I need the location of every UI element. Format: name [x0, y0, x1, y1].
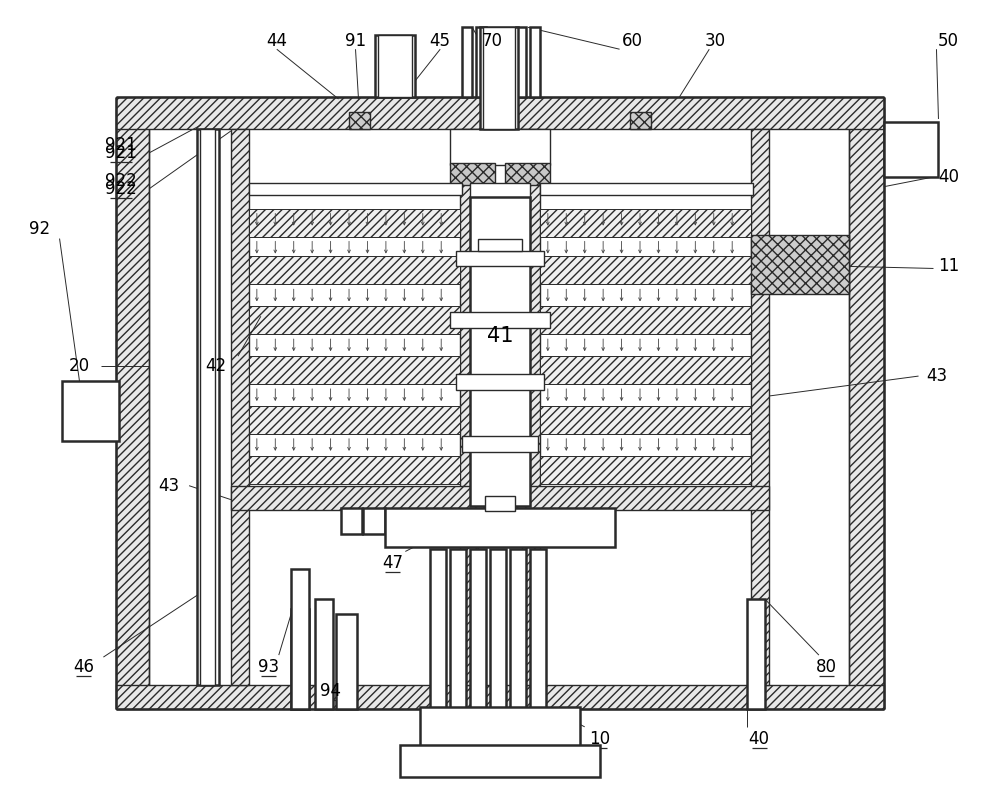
Bar: [315, 599, 333, 709]
Bar: [450, 312, 550, 328]
Bar: [540, 456, 751, 484]
Bar: [483, 27, 515, 129]
Bar: [363, 508, 385, 533]
Bar: [249, 406, 460, 434]
Bar: [849, 109, 884, 709]
Bar: [540, 356, 751, 384]
Bar: [456, 374, 544, 390]
Bar: [530, 27, 540, 97]
Text: 94: 94: [320, 682, 341, 700]
Bar: [751, 129, 769, 685]
Bar: [630, 112, 651, 129]
Bar: [530, 549, 546, 709]
Text: 46: 46: [73, 658, 94, 676]
Text: 40: 40: [938, 168, 959, 185]
Bar: [751, 235, 849, 295]
Bar: [116, 97, 884, 129]
Text: 922: 922: [105, 172, 137, 189]
Bar: [450, 163, 495, 185]
Text: 922: 922: [105, 180, 137, 197]
Text: 80: 80: [816, 658, 837, 676]
Bar: [341, 508, 362, 533]
Bar: [249, 306, 460, 334]
Text: 43: 43: [159, 477, 180, 494]
Bar: [480, 27, 518, 129]
Text: 60: 60: [622, 33, 643, 50]
Bar: [478, 239, 522, 251]
Text: 50: 50: [938, 33, 959, 50]
Bar: [249, 256, 460, 284]
Bar: [349, 112, 370, 129]
Bar: [62, 381, 119, 441]
Bar: [540, 183, 753, 195]
Bar: [540, 406, 751, 434]
Bar: [540, 306, 751, 334]
Bar: [450, 129, 550, 165]
Bar: [516, 27, 526, 97]
Bar: [231, 129, 249, 685]
Bar: [197, 129, 219, 685]
Bar: [490, 549, 506, 709]
Text: 20: 20: [69, 357, 90, 375]
Text: 40: 40: [749, 730, 770, 747]
Bar: [400, 745, 600, 777]
Text: 30: 30: [705, 33, 726, 50]
Bar: [505, 163, 550, 185]
Bar: [456, 251, 544, 267]
Bar: [378, 35, 412, 97]
Text: 70: 70: [482, 33, 503, 50]
Bar: [249, 356, 460, 384]
Bar: [522, 129, 540, 685]
Bar: [231, 486, 769, 509]
Bar: [291, 609, 309, 709]
Text: 93: 93: [258, 658, 279, 676]
Bar: [249, 209, 460, 236]
Bar: [510, 549, 526, 709]
Text: 45: 45: [430, 33, 451, 50]
Bar: [540, 209, 751, 236]
Bar: [747, 599, 765, 709]
Text: 41: 41: [487, 326, 513, 346]
Text: 47: 47: [382, 555, 403, 572]
Bar: [460, 129, 478, 685]
Bar: [540, 256, 751, 284]
Bar: [200, 129, 215, 685]
Bar: [336, 615, 357, 709]
Text: 11: 11: [938, 257, 959, 275]
Text: 42: 42: [205, 357, 227, 375]
Bar: [884, 122, 938, 177]
Bar: [420, 707, 580, 747]
Text: 92: 92: [29, 220, 50, 237]
Bar: [470, 183, 530, 207]
Bar: [249, 456, 460, 484]
Bar: [116, 109, 149, 709]
Text: 10: 10: [589, 730, 610, 747]
Text: 921: 921: [105, 136, 137, 154]
Text: 921: 921: [105, 144, 137, 162]
Text: 44: 44: [266, 33, 287, 50]
Text: 91: 91: [345, 33, 366, 50]
Bar: [249, 183, 462, 195]
Bar: [476, 27, 486, 97]
Bar: [291, 569, 309, 709]
Bar: [470, 197, 530, 505]
Bar: [450, 549, 466, 709]
Bar: [485, 496, 515, 510]
Bar: [462, 27, 472, 97]
Bar: [430, 549, 446, 709]
Bar: [375, 35, 415, 97]
Bar: [385, 508, 615, 548]
Text: 43: 43: [926, 367, 947, 385]
Bar: [470, 549, 486, 709]
Bar: [462, 436, 538, 452]
Bar: [116, 685, 884, 709]
